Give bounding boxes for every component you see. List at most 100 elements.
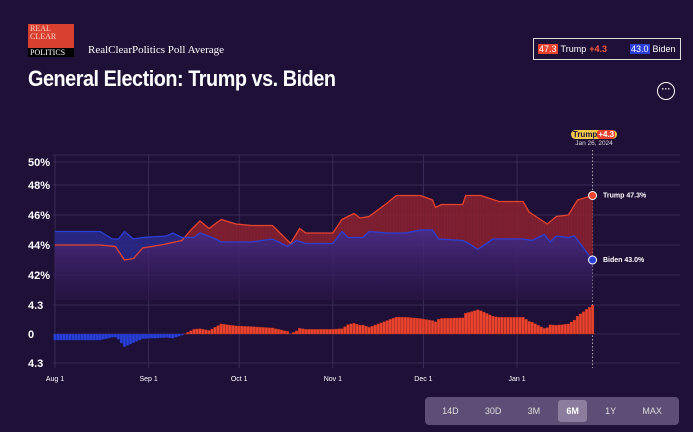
spread-area-segment (94, 231, 98, 246)
range-max-button[interactable]: MAX (642, 406, 662, 416)
spread-bar (533, 323, 537, 335)
spread-bar (65, 333, 69, 341)
spread-area-segment (586, 196, 590, 257)
spread-bar (119, 333, 123, 344)
spread-bar (53, 333, 57, 341)
biden-name: Biden (652, 44, 676, 54)
spread-bar (337, 328, 341, 335)
spread-bar (138, 333, 142, 341)
spread-bar (316, 329, 320, 335)
spread-area-segment (371, 211, 376, 233)
biden-endpoint (588, 255, 598, 265)
spread-bar (116, 333, 120, 340)
spread-area-segment (226, 221, 231, 243)
spread-bar (101, 333, 105, 340)
spread-bar (331, 329, 335, 335)
spread-bar (536, 325, 540, 335)
spread-bar (418, 318, 422, 335)
spread-area-segment (531, 213, 536, 241)
spread-bar (189, 330, 193, 335)
spread-area-segment (350, 213, 355, 238)
spread-bar (443, 318, 447, 335)
spread-bar (279, 329, 284, 335)
spread-bar (80, 333, 84, 341)
spread-area-segment (577, 198, 581, 245)
range-6m-button[interactable]: 6M (558, 400, 587, 422)
spread-bar (551, 324, 555, 335)
spread-area-segment (492, 199, 497, 240)
spread-area-segment (142, 237, 146, 249)
spread-bar (485, 313, 489, 335)
spread-bar (110, 333, 114, 338)
more-options-button[interactable]: ··· (657, 82, 675, 100)
spread-bar (424, 319, 429, 335)
spread-area-segment (257, 225, 261, 242)
spread-area-segment (519, 201, 524, 240)
spread-area-segment (63, 231, 68, 246)
spread-bar (515, 316, 519, 335)
spread-area-segment (127, 233, 131, 260)
subtitle: RealClearPolitics Poll Average (88, 44, 225, 56)
spread-bar (77, 333, 81, 341)
spread-bar (207, 330, 211, 335)
spread-area-segment (248, 224, 252, 243)
spread-bar (276, 329, 281, 335)
spread-bar (86, 333, 90, 341)
spread-bar (243, 326, 247, 335)
spread-bar (270, 327, 274, 335)
spread-bar (458, 317, 462, 335)
spread-area-segment (320, 232, 324, 244)
spread-area-segment (266, 225, 270, 241)
spread-area-segment (393, 195, 397, 234)
spread-bar (107, 333, 111, 339)
spread-area-segment (516, 201, 521, 240)
spread-bar (322, 329, 326, 335)
spread-bar (440, 318, 444, 335)
spread-area-segment (88, 231, 92, 246)
spread-area-segment (323, 232, 327, 244)
spread-bar (518, 316, 522, 335)
spread-bar (210, 328, 214, 335)
spread-bar (358, 325, 362, 335)
spread-bar (379, 322, 383, 335)
spread-bar (370, 325, 374, 335)
spread-area-segment (229, 221, 234, 243)
spread-bar (165, 333, 169, 338)
y-tick-label: 48% (28, 180, 50, 192)
trump-line (55, 194, 593, 261)
spread-bar (240, 326, 244, 335)
spread-bar (563, 324, 567, 335)
spread-area-segment (486, 197, 491, 244)
spread-area-segment (399, 195, 403, 234)
range-3m-button[interactable]: 3M (527, 406, 541, 416)
spread-bar (125, 333, 130, 346)
spread-bar (373, 324, 377, 335)
spread-area-segment (81, 231, 86, 246)
spread-area-segment (580, 197, 584, 249)
spread-bar (261, 327, 265, 335)
range-14d-button[interactable]: 14D (442, 406, 459, 416)
range-selector: 14D 30D 3M 6M 1Y MAX (425, 397, 679, 425)
spread-area-segment (130, 236, 134, 260)
spread-bar (71, 333, 75, 341)
spread-area-segment (414, 195, 418, 232)
spread-bar (509, 316, 513, 335)
range-30d-button[interactable]: 30D (484, 406, 502, 416)
spread-tick-label: 0 (28, 329, 34, 341)
spread-area-segment (417, 195, 421, 231)
spread-bar (581, 311, 586, 335)
spread-area-segment (528, 211, 533, 241)
spread-bar (213, 327, 217, 335)
spread-area-segment (269, 225, 273, 240)
spread-bar (156, 333, 160, 339)
spread-bar (575, 315, 580, 335)
spread-bar (192, 329, 196, 335)
spread-area-segment (97, 231, 101, 246)
spread-area-segment (157, 236, 161, 246)
spread-bar (310, 329, 314, 335)
range-1y-button[interactable]: 1Y (605, 406, 617, 416)
biden-value: 43.0 (629, 44, 650, 54)
spread-area-segment (459, 204, 463, 241)
spread-area-segment (426, 197, 430, 231)
